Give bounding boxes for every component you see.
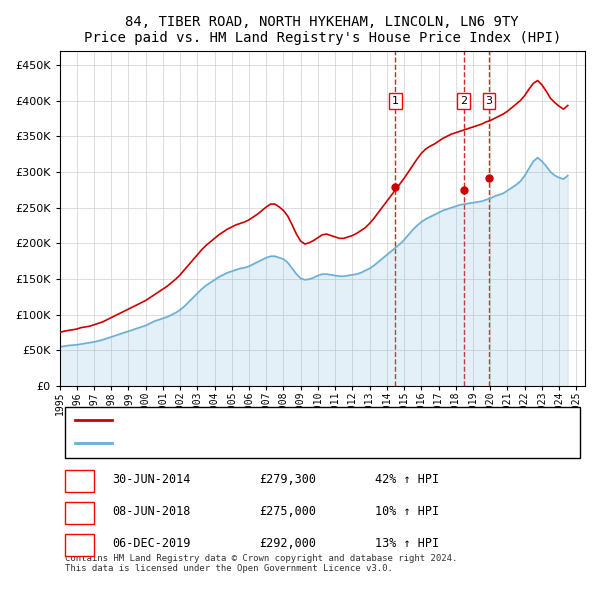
Text: Contains HM Land Registry data © Crown copyright and database right 2024.
This d: Contains HM Land Registry data © Crown c… — [65, 553, 457, 573]
FancyBboxPatch shape — [65, 407, 580, 458]
Text: £275,000: £275,000 — [259, 505, 316, 518]
Text: 10% ↑ HPI: 10% ↑ HPI — [375, 505, 439, 518]
Text: 08-JUN-2018: 08-JUN-2018 — [112, 505, 190, 518]
Text: £279,300: £279,300 — [259, 473, 316, 486]
Text: 3: 3 — [485, 96, 493, 106]
Text: 1: 1 — [75, 473, 83, 486]
FancyBboxPatch shape — [65, 470, 94, 492]
Text: 1: 1 — [392, 96, 399, 106]
Text: HPI: Average price, detached house, North Kesteven: HPI: Average price, detached house, Nort… — [122, 438, 435, 448]
Text: 42% ↑ HPI: 42% ↑ HPI — [375, 473, 439, 486]
Text: 30-JUN-2014: 30-JUN-2014 — [112, 473, 190, 486]
FancyBboxPatch shape — [65, 535, 94, 556]
Text: 2: 2 — [75, 505, 83, 518]
Text: 06-DEC-2019: 06-DEC-2019 — [112, 537, 190, 550]
Text: 2: 2 — [460, 96, 467, 106]
Text: 3: 3 — [75, 537, 83, 550]
Title: 84, TIBER ROAD, NORTH HYKEHAM, LINCOLN, LN6 9TY
Price paid vs. HM Land Registry': 84, TIBER ROAD, NORTH HYKEHAM, LINCOLN, … — [83, 15, 561, 45]
Text: 13% ↑ HPI: 13% ↑ HPI — [375, 537, 439, 550]
FancyBboxPatch shape — [65, 502, 94, 524]
Text: 84, TIBER ROAD, NORTH HYKEHAM, LINCOLN, LN6 9TY (detached house): 84, TIBER ROAD, NORTH HYKEHAM, LINCOLN, … — [122, 415, 523, 425]
Text: £292,000: £292,000 — [259, 537, 316, 550]
